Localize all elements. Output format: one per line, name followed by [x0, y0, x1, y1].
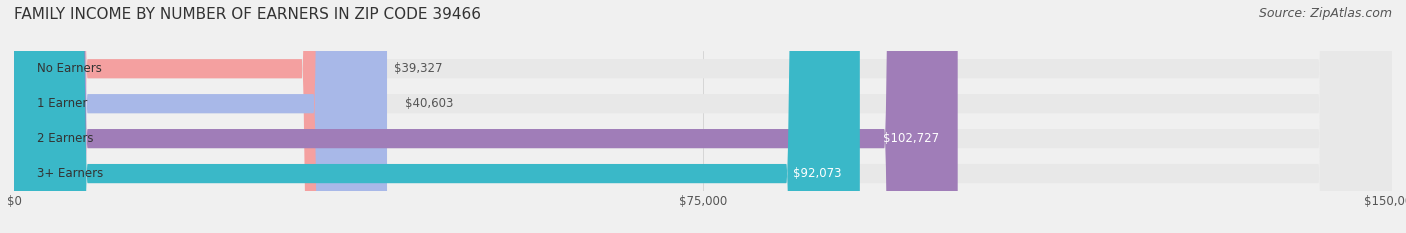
Text: $102,727: $102,727 [883, 132, 939, 145]
FancyBboxPatch shape [14, 0, 1392, 233]
FancyBboxPatch shape [14, 0, 1392, 233]
FancyBboxPatch shape [14, 0, 957, 233]
Text: Source: ZipAtlas.com: Source: ZipAtlas.com [1258, 7, 1392, 20]
Text: 2 Earners: 2 Earners [37, 132, 94, 145]
Text: 1 Earner: 1 Earner [37, 97, 87, 110]
FancyBboxPatch shape [14, 0, 1392, 233]
Text: 3+ Earners: 3+ Earners [37, 167, 103, 180]
Text: $40,603: $40,603 [405, 97, 454, 110]
FancyBboxPatch shape [14, 0, 1392, 233]
FancyBboxPatch shape [14, 0, 387, 233]
FancyBboxPatch shape [14, 0, 860, 233]
Text: No Earners: No Earners [37, 62, 101, 75]
Text: $92,073: $92,073 [793, 167, 841, 180]
Text: $39,327: $39,327 [394, 62, 441, 75]
FancyBboxPatch shape [14, 0, 375, 233]
Text: FAMILY INCOME BY NUMBER OF EARNERS IN ZIP CODE 39466: FAMILY INCOME BY NUMBER OF EARNERS IN ZI… [14, 7, 481, 22]
